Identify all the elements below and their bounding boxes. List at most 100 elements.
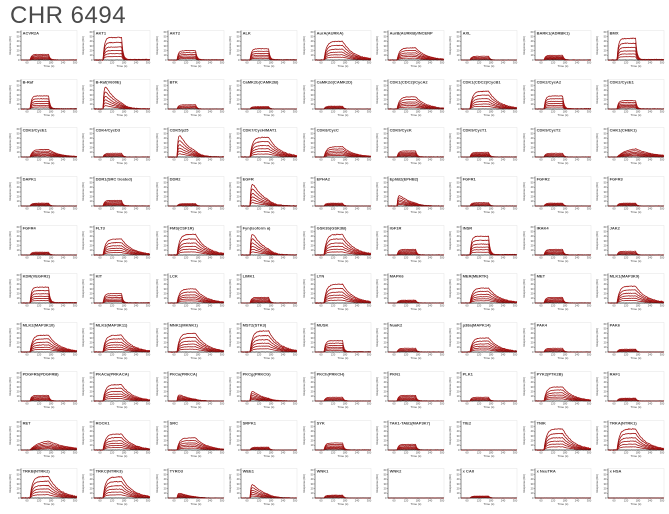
svg-text:240: 240 [574, 61, 579, 65]
kinase-plot: 0 10 20 30 40 50 60 60 120 180 240 300 Response (RU)… [374, 465, 447, 514]
svg-text:0: 0 [385, 155, 387, 159]
svg-text:10: 10 [17, 345, 20, 349]
svg-text:60: 60 [310, 176, 313, 180]
kinase-plot: 0 10 20 30 40 50 60 60 120 180 240 300 Response (RU)… [374, 270, 447, 319]
x-axis-label: Time (s) [411, 308, 422, 312]
kinase-label: CDK4/CycD3 [96, 128, 121, 133]
svg-text:60: 60 [163, 322, 166, 326]
svg-text:0: 0 [238, 301, 240, 305]
svg-text:300: 300 [586, 109, 591, 113]
svg-text:0: 0 [238, 155, 240, 159]
svg-text:60: 60 [604, 468, 607, 472]
svg-text:240: 240 [134, 401, 139, 405]
svg-text:30: 30 [163, 385, 166, 389]
svg-text:30: 30 [530, 239, 533, 243]
svg-text:120: 120 [257, 207, 262, 211]
svg-text:120: 120 [37, 109, 42, 113]
svg-text:0: 0 [385, 447, 387, 451]
svg-text:300: 300 [440, 255, 445, 259]
svg-text:300: 300 [73, 304, 78, 308]
svg-text:30: 30 [17, 141, 20, 145]
svg-text:40: 40 [384, 88, 387, 92]
svg-text:10: 10 [530, 297, 533, 301]
kinase-plot: 0 10 20 30 40 50 60 60 120 180 240 300 Response (RU)… [374, 124, 447, 173]
svg-text:30: 30 [163, 93, 166, 97]
svg-text:60: 60 [17, 225, 20, 229]
svg-text:50: 50 [17, 181, 20, 185]
svg-text:50: 50 [530, 132, 533, 136]
svg-text:10: 10 [163, 151, 166, 155]
svg-text:20: 20 [90, 97, 93, 101]
svg-text:20: 20 [384, 389, 387, 393]
x-axis-label: Time (s) [631, 454, 642, 458]
y-axis-label: Response (RU) [82, 36, 86, 55]
svg-text:0: 0 [458, 107, 460, 111]
svg-text:10: 10 [530, 394, 533, 398]
svg-text:50: 50 [90, 35, 93, 39]
y-axis-label: Response (RU) [155, 425, 159, 444]
svg-text:120: 120 [37, 61, 42, 65]
svg-text:120: 120 [624, 255, 629, 259]
svg-text:40: 40 [237, 88, 240, 92]
kinase-label: IGF1R [390, 225, 402, 230]
svg-text:120: 120 [184, 304, 189, 308]
svg-text:20: 20 [90, 49, 93, 53]
svg-text:20: 20 [310, 97, 313, 101]
svg-text:300: 300 [513, 255, 518, 259]
svg-text:20: 20 [17, 97, 20, 101]
svg-text:300: 300 [146, 401, 151, 405]
svg-text:60: 60 [613, 255, 616, 259]
svg-text:50: 50 [310, 35, 313, 39]
kinase-plot: 0 10 20 30 40 50 60 60 120 180 240 300 Response (RU)… [154, 222, 227, 271]
svg-text:120: 120 [330, 499, 335, 503]
svg-text:60: 60 [99, 353, 102, 357]
svg-text:10: 10 [457, 394, 460, 398]
svg-text:120: 120 [110, 401, 115, 405]
svg-text:300: 300 [293, 304, 298, 308]
svg-text:20: 20 [384, 195, 387, 199]
kinase-plot: 0 10 20 30 40 50 60 60 120 180 240 300 Response (RU)… [301, 124, 374, 173]
kinase-label: CDK8/CycC [316, 128, 338, 133]
svg-text:50: 50 [384, 375, 387, 379]
svg-text:20: 20 [163, 438, 166, 442]
svg-text:60: 60 [319, 255, 322, 259]
kinase-plot: 0 10 20 30 40 50 60 60 120 180 240 300 Response (RU)… [227, 465, 300, 514]
svg-text:120: 120 [404, 401, 409, 405]
svg-text:60: 60 [392, 304, 395, 308]
svg-text:30: 30 [384, 482, 387, 486]
svg-text:120: 120 [37, 158, 42, 162]
svg-text:240: 240 [281, 61, 286, 65]
kinase-label: KDR(VEGFR2) [23, 274, 51, 279]
svg-text:50: 50 [90, 181, 93, 185]
svg-text:30: 30 [457, 385, 460, 389]
svg-text:240: 240 [574, 207, 579, 211]
svg-text:30: 30 [237, 287, 240, 291]
svg-text:0: 0 [532, 107, 534, 111]
svg-text:50: 50 [310, 229, 313, 233]
y-axis-label: Response (RU) [82, 231, 86, 250]
svg-text:40: 40 [457, 185, 460, 189]
svg-text:0: 0 [91, 155, 93, 159]
kinase-plot: 0 10 20 30 40 50 60 60 120 180 240 300 Response (RU)… [227, 222, 300, 271]
svg-text:30: 30 [163, 287, 166, 291]
svg-text:240: 240 [501, 304, 506, 308]
svg-text:120: 120 [330, 158, 335, 162]
svg-text:240: 240 [428, 61, 433, 65]
svg-text:300: 300 [513, 61, 518, 65]
svg-text:180: 180 [416, 61, 421, 65]
svg-text:60: 60 [384, 322, 387, 326]
svg-text:240: 240 [428, 207, 433, 211]
x-axis-label: Time (s) [631, 308, 642, 312]
svg-text:20: 20 [310, 195, 313, 199]
kinase-plot: 0 10 20 30 40 50 60 60 120 180 240 300 Response (RU)… [80, 270, 153, 319]
y-axis-label: Response (RU) [228, 328, 232, 347]
svg-text:30: 30 [17, 287, 20, 291]
svg-text:60: 60 [466, 255, 469, 259]
svg-text:0: 0 [91, 447, 93, 451]
svg-text:120: 120 [477, 158, 482, 162]
